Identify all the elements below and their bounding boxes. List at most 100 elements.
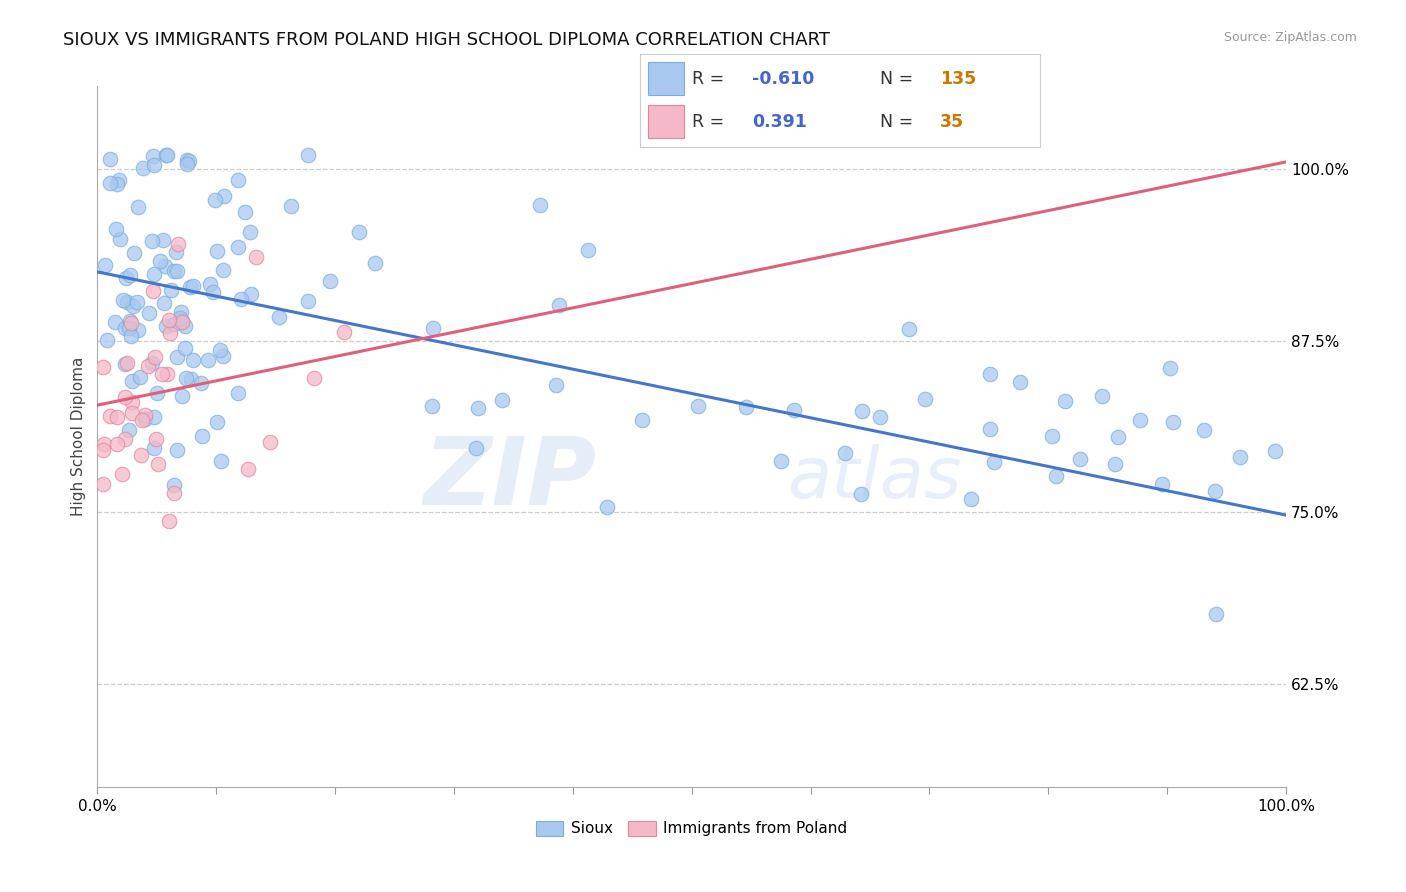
Point [467, 401, 489, 416]
Point [145, 433, 167, 447]
Point [104, 315, 127, 329]
Point [211, 350, 233, 364]
Point [898, 322, 921, 336]
Point [1104, 457, 1126, 471]
Point [245, 250, 267, 264]
Point [983, 455, 1005, 469]
Text: SIOUX VS IMMIGRANTS FROM POLAND HIGH SCHOOL DIPLOMA CORRELATION CHART: SIOUX VS IMMIGRANTS FROM POLAND HIGH SCH… [63, 31, 831, 49]
Point [770, 453, 793, 467]
Point [163, 477, 186, 491]
Text: N =: N = [880, 113, 914, 131]
Point [1229, 450, 1251, 464]
Point [94, 258, 117, 272]
Legend: Sioux, Immigrants from Poland: Sioux, Immigrants from Poland [530, 814, 853, 843]
Point [165, 245, 187, 260]
Point [364, 256, 387, 270]
Point [120, 328, 142, 343]
Point [122, 245, 145, 260]
Point [183, 352, 205, 367]
Point [114, 357, 136, 371]
Point [181, 278, 204, 293]
Point [422, 321, 444, 335]
Point [131, 448, 153, 462]
Point [174, 319, 197, 334]
Point [1107, 430, 1129, 444]
Point [115, 295, 138, 310]
Point [142, 149, 165, 163]
Text: ZIP: ZIP [423, 433, 596, 524]
Point [239, 225, 262, 239]
Point [91, 360, 114, 375]
Point [259, 435, 281, 450]
Point [152, 367, 174, 381]
Point [142, 409, 165, 424]
Point [115, 356, 138, 370]
Point [176, 371, 198, 385]
Point [1192, 423, 1215, 437]
Point [960, 491, 983, 506]
Point [134, 409, 156, 423]
Point [93, 437, 115, 451]
Point [143, 441, 166, 455]
Point [1010, 376, 1032, 390]
Point [105, 410, 128, 425]
Point [212, 189, 235, 203]
Point [91, 477, 114, 491]
Point [110, 232, 132, 246]
Point [197, 353, 219, 368]
Point [141, 234, 163, 248]
Point [302, 371, 325, 385]
Point [979, 367, 1001, 381]
Point [179, 153, 201, 168]
Point [122, 299, 145, 313]
Point [546, 377, 568, 392]
Point [1045, 469, 1067, 483]
Point [114, 390, 136, 404]
Point [111, 467, 134, 482]
Point [138, 306, 160, 320]
Point [105, 178, 128, 192]
Text: R =: R = [692, 113, 724, 131]
Point [180, 372, 202, 386]
Point [319, 274, 342, 288]
Point [851, 404, 873, 418]
Point [332, 326, 354, 340]
Text: atlas: atlas [787, 444, 962, 513]
Point [157, 514, 180, 528]
Point [162, 264, 184, 278]
Point [159, 326, 181, 340]
Point [226, 240, 249, 254]
Point [280, 199, 302, 213]
Point [297, 148, 319, 162]
Point [111, 293, 134, 307]
Point [141, 356, 163, 370]
Point [233, 205, 256, 219]
Point [152, 234, 174, 248]
Bar [648, 62, 683, 95]
Point [1129, 413, 1152, 427]
Point [465, 441, 488, 455]
Point [115, 270, 138, 285]
Point [229, 293, 252, 307]
Point [170, 314, 193, 328]
Point [127, 323, 149, 337]
Point [128, 370, 150, 384]
Point [121, 374, 143, 388]
Point [166, 350, 188, 364]
Point [118, 268, 141, 282]
Point [156, 148, 179, 162]
Point [205, 244, 228, 259]
Point [190, 376, 212, 391]
Text: Source: ZipAtlas.com: Source: ZipAtlas.com [1223, 31, 1357, 45]
Point [170, 305, 193, 319]
Point [153, 295, 176, 310]
Point [163, 318, 186, 332]
Point [1264, 444, 1286, 458]
Point [1069, 452, 1091, 467]
Point [170, 389, 193, 403]
Point [91, 443, 114, 458]
Point [240, 287, 263, 301]
Point [782, 403, 804, 417]
Point [631, 413, 654, 427]
Point [914, 392, 936, 407]
